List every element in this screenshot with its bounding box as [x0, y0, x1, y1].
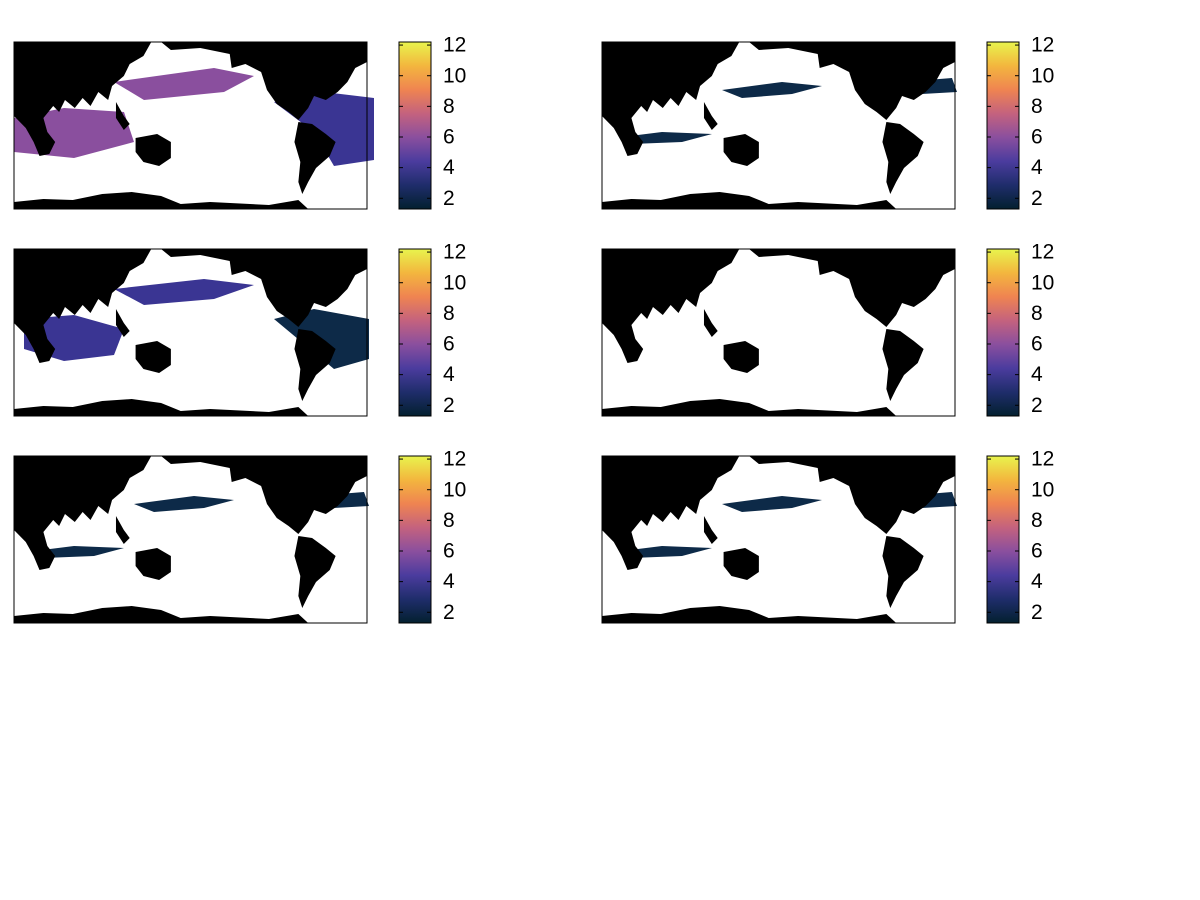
ocean-field: [622, 132, 712, 144]
colorbar-tick-label: 12: [443, 448, 466, 471]
colorbar-tick-label: 10: [443, 478, 466, 501]
colorbar: [398, 455, 432, 624]
ocean-field: [114, 279, 254, 305]
colorbar-tick-label: 8: [1031, 302, 1043, 325]
colorbar: [986, 41, 1020, 210]
colorbar-tick-label: 2: [1031, 187, 1043, 210]
colorbar-tick-label: 6: [443, 540, 455, 563]
colorbar-tick-label: 10: [1031, 64, 1054, 87]
map-panel: 2 4 6 8 10 12: [601, 34, 1054, 210]
ocean-field: [722, 496, 822, 512]
colorbar: [398, 248, 432, 417]
colorbar: [986, 248, 1020, 417]
colorbar-tick-label: 12: [443, 241, 466, 264]
colorbar-tick-label: 2: [443, 187, 455, 210]
ocean-field: [722, 82, 822, 98]
map-frame: [13, 248, 368, 417]
colorbar: [398, 41, 432, 210]
ocean-field: [34, 546, 124, 558]
colorbar-tick-label: 6: [443, 126, 455, 149]
colorbar-tick-label: 4: [443, 363, 455, 386]
map-panel: 2 4 6 8 10 12: [13, 241, 466, 417]
colorbar-tick-label: 4: [1031, 363, 1043, 386]
colorbar-tick-label: 4: [1031, 570, 1043, 593]
colorbar-tick-label: 4: [1031, 156, 1043, 179]
colorbar: [986, 455, 1020, 624]
colorbar-tick-label: 2: [443, 601, 455, 624]
colorbar-tick-label: 4: [443, 156, 455, 179]
ocean-field: [114, 68, 254, 100]
map-frame: [601, 41, 956, 210]
colorbar-tick-label: 6: [1031, 126, 1043, 149]
colorbar-tick-label: 10: [443, 271, 466, 294]
ocean-field: [622, 546, 712, 558]
colorbar-tick-label: 10: [443, 64, 466, 87]
colorbar-tick-label: 12: [1031, 241, 1054, 264]
map-panel: 2 4 6 8 10 12: [13, 448, 466, 624]
map-frame: [601, 248, 956, 417]
colorbar-tick-label: 2: [443, 394, 455, 417]
map-frame: [13, 41, 368, 210]
colorbar-tick-label: 12: [1031, 34, 1054, 57]
colorbar-tick-label: 6: [1031, 333, 1043, 356]
colorbar-tick-label: 8: [1031, 95, 1043, 118]
colorbar-tick-label: 10: [1031, 271, 1054, 294]
colorbar-tick-label: 12: [443, 34, 466, 57]
colorbar-tick-label: 8: [443, 302, 455, 325]
colorbar-tick-label: 12: [1031, 448, 1054, 471]
colorbar-tick-label: 6: [443, 333, 455, 356]
colorbar-tick-label: 8: [1031, 509, 1043, 532]
colorbar-tick-label: 8: [443, 95, 455, 118]
map-frame: [13, 455, 368, 624]
colorbar-tick-label: 6: [1031, 540, 1043, 563]
ocean-field: [134, 496, 234, 512]
colorbar-tick-label: 10: [1031, 478, 1054, 501]
map-panel: 2 4 6 8 10 12: [601, 448, 1054, 624]
map-frame: [601, 455, 956, 624]
map-panel: 2 4 6 8 10 12: [601, 241, 1054, 417]
colorbar-tick-label: 4: [443, 570, 455, 593]
colorbar-tick-label: 8: [443, 509, 455, 532]
colorbar-tick-label: 2: [1031, 601, 1043, 624]
map-panel: 2 4 6 8 10 12: [13, 34, 466, 210]
colorbar-tick-label: 2: [1031, 394, 1043, 417]
